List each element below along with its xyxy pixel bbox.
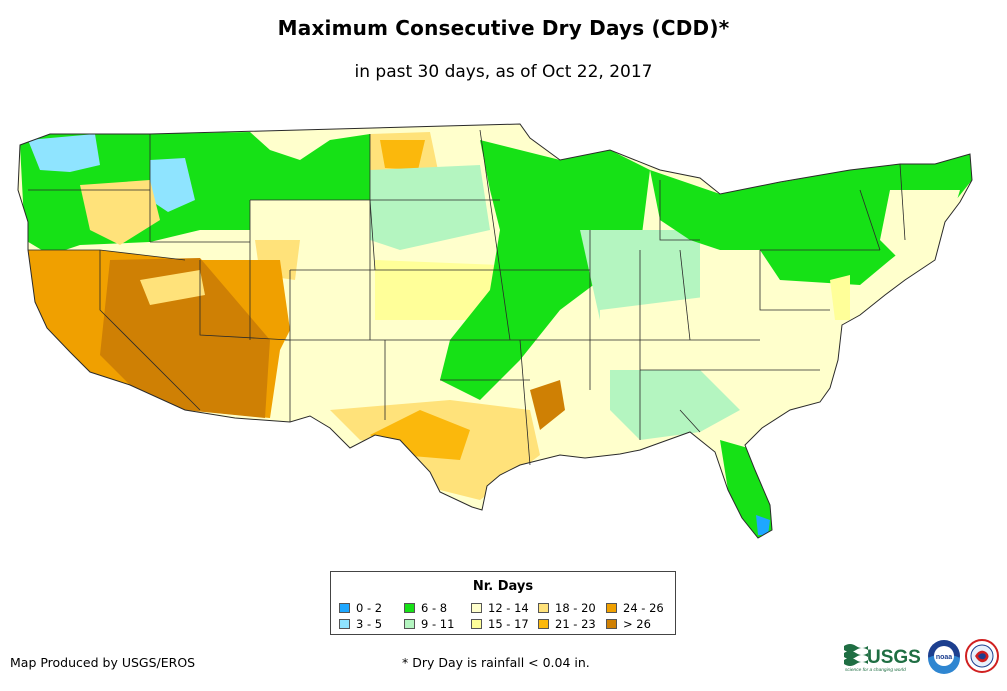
legend-swatch — [538, 603, 549, 613]
agency-logos: USGS science for a changing world noaa — [844, 639, 999, 674]
legend-label: 3 - 5 — [356, 617, 383, 631]
region-florida-blue — [756, 515, 770, 535]
region-arkansas-brown — [530, 380, 565, 430]
region-idaho-blue — [150, 158, 195, 212]
noaa-logo: noaa — [928, 640, 960, 674]
region-southwest-brown — [100, 258, 270, 418]
legend-label: > 26 — [623, 617, 651, 631]
region-florida-green — [720, 440, 772, 538]
legend-swatch — [404, 603, 415, 613]
region-new-england-pale — [880, 190, 960, 260]
legend-label: 18 - 20 — [555, 601, 596, 615]
region-oregon-yellow — [80, 180, 160, 245]
state-boundaries — [17, 123, 973, 539]
legend-label: 24 - 26 — [623, 601, 664, 615]
region-dakotas-mint — [370, 165, 490, 250]
legend-swatch — [606, 603, 617, 613]
legend-item: 24 - 26 — [606, 602, 664, 614]
map-credit: Map Produced by USGS/EROS — [10, 655, 196, 670]
legend-swatch — [339, 619, 350, 629]
legend-swatch — [339, 603, 350, 613]
legend-swatch — [606, 619, 617, 629]
legend: Nr. Days 0 - 2 3 - 5 6 - 8 9 - 11 12 - 1… — [330, 571, 676, 635]
usgs-wordmark: USGS — [867, 647, 921, 668]
region-southwest-light — [140, 270, 205, 305]
region-kansas-pale — [375, 260, 500, 320]
region-southeast-mint — [610, 370, 740, 440]
noaa-wordmark: noaa — [936, 654, 952, 661]
legend-item: 15 - 17 — [471, 618, 529, 630]
legend-swatch — [471, 603, 482, 613]
legend-label: 15 - 17 — [488, 617, 529, 631]
legend-item: 12 - 14 — [471, 602, 529, 614]
legend-title: Nr. Days — [472, 579, 534, 594]
map-title: Maximum Consecutive Dry Days (CDD)* — [277, 16, 730, 40]
legend-label: 12 - 14 — [488, 601, 529, 615]
usgs-tagline: science for a changing world — [845, 667, 906, 673]
region-new-mexico — [285, 340, 385, 422]
region-east-coast-yellow — [830, 275, 850, 320]
nws-logo-icon — [965, 639, 999, 673]
legend-item: 9 - 11 — [404, 618, 454, 630]
dry-day-regions — [18, 124, 972, 538]
legend-swatch — [471, 619, 482, 629]
legend-item: 6 - 8 — [404, 602, 447, 614]
usgs-logo: USGS science for a changing world — [844, 644, 921, 673]
legend-item: > 26 — [606, 618, 651, 630]
legend-item: 21 - 23 — [538, 618, 596, 630]
map-subtitle: in past 30 days, as of Oct 22, 2017 — [354, 62, 653, 82]
us-dry-days-map — [17, 123, 973, 539]
legend-label: 21 - 23 — [555, 617, 596, 631]
legend-item: 0 - 2 — [339, 602, 382, 614]
legend-item: 3 - 5 — [339, 618, 382, 630]
region-montana-orange — [380, 140, 425, 170]
legend-item: 18 - 20 — [538, 602, 596, 614]
usgs-wave-icon — [844, 644, 868, 666]
legend-label: 9 - 11 — [421, 617, 455, 631]
legend-label: 0 - 2 — [356, 601, 383, 615]
region-washington-blue — [28, 134, 100, 172]
legend-swatch — [404, 619, 415, 629]
legend-swatch — [538, 619, 549, 629]
legend-label: 6 - 8 — [421, 601, 448, 615]
region-great-lakes-green — [650, 154, 972, 285]
dry-day-footnote: * Dry Day is rainfall < 0.04 in. — [402, 655, 590, 670]
